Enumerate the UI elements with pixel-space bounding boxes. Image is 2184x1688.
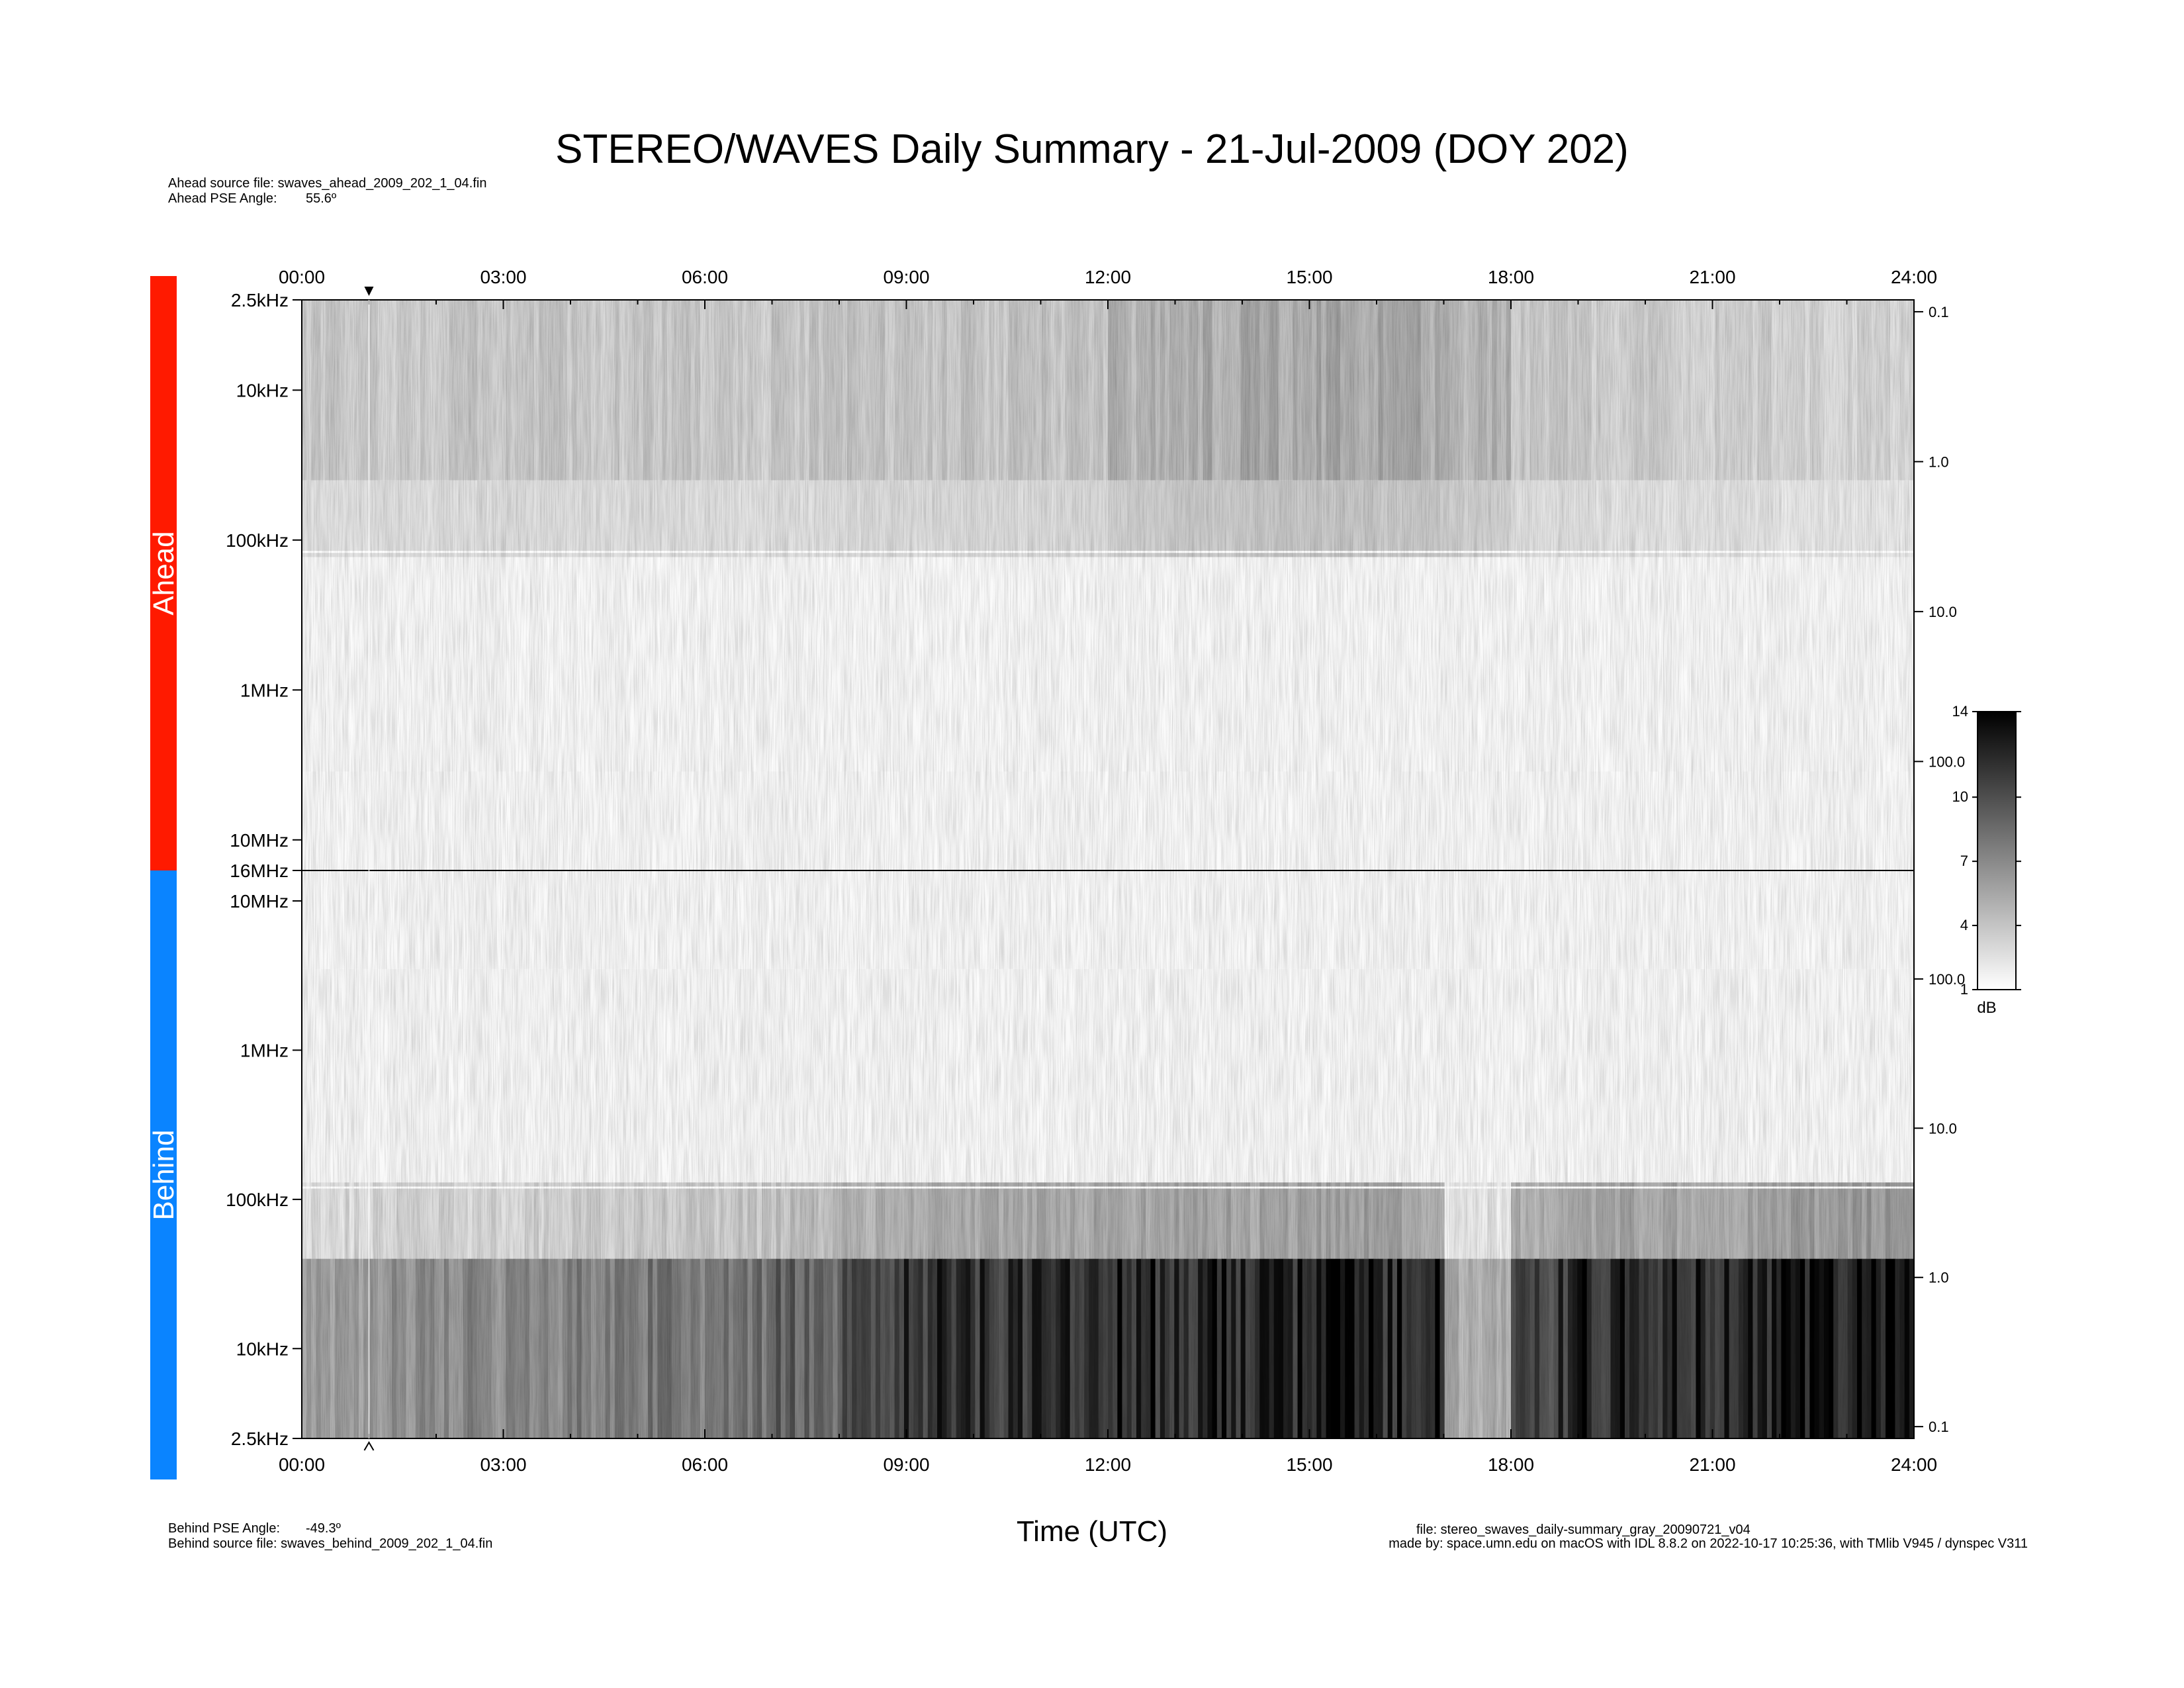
x-tick-label: 15:00 xyxy=(1286,1454,1332,1475)
y-axis-ahead: 2.5kHz 10kHz 100kHz 1MHz 10MHz 16MHz xyxy=(226,290,302,881)
chart-title: STEREO/WAVES Daily Summary - 21-Jul-2009… xyxy=(555,126,1629,172)
behind-pse-value: -49.3º xyxy=(306,1521,341,1536)
x-tick-label: 24:00 xyxy=(1891,1454,1937,1475)
y-tick-label: 100kHz xyxy=(226,1190,289,1210)
spectrogram-texture xyxy=(302,300,1914,1438)
right-tick-label: 0.1 xyxy=(1929,304,1949,320)
x-tick-label: 24:00 xyxy=(1891,267,1937,287)
x-tick-label: 21:00 xyxy=(1689,1454,1735,1475)
marker-top xyxy=(364,287,374,296)
colorbar-tick-label: 10 xyxy=(1952,788,1968,805)
colorbar-tick-label: 14 xyxy=(1952,703,1968,720)
behind-band-label: Behind xyxy=(148,1129,180,1220)
y-tick-label: 100kHz xyxy=(226,530,289,551)
x-tick-label: 09:00 xyxy=(883,267,929,287)
x-tick-label: 03:00 xyxy=(480,267,526,287)
made-by-credit: made by: space.umn.edu on macOS with IDL… xyxy=(1388,1536,2028,1551)
x-tick-label: 00:00 xyxy=(279,267,325,287)
colorbar-tick-label: 1 xyxy=(1960,981,1968,998)
right-tick-label: 0.1 xyxy=(1929,1419,1949,1435)
x-tick-label: 15:00 xyxy=(1286,267,1332,287)
y-tick-label: 10kHz xyxy=(236,1338,289,1359)
right-tick-label: 10.0 xyxy=(1929,1120,1957,1137)
y-tick-label: 10kHz xyxy=(236,380,289,400)
x-axis-top: 00:00 03:00 06:00 09:00 12:00 15:00 18:00 21:00… xyxy=(279,267,1937,309)
behind-source-file: Behind source file: swaves_behind_2009_2… xyxy=(168,1536,492,1551)
colorbar xyxy=(1977,711,2017,990)
right-tick-label: 10.0 xyxy=(1929,604,1957,620)
x-tick-label: 00:00 xyxy=(279,1454,325,1475)
y-right-ahead: 0.1 1.0 10.0 100.0 xyxy=(1914,304,1965,770)
colorbar-label: dB xyxy=(1977,999,1996,1017)
x-tick-label: 03:00 xyxy=(480,1454,526,1475)
x-tick-label: 21:00 xyxy=(1689,267,1735,287)
ahead-band-label: Ahead xyxy=(148,531,180,615)
ahead-source-file: Ahead source file: swaves_ahead_2009_202… xyxy=(168,176,486,191)
y-tick-label: 10MHz xyxy=(230,891,289,912)
time-markers xyxy=(363,287,375,1451)
y-tick-label: 1MHz xyxy=(240,680,289,700)
ahead-pse-label: Ahead PSE Angle: xyxy=(168,191,277,206)
x-axis-label: Time (UTC) xyxy=(1017,1515,1167,1548)
y-tick-label: 2.5kHz xyxy=(231,290,289,310)
colorbar-tick-label: 7 xyxy=(1960,853,1968,869)
right-tick-label: 100.0 xyxy=(1929,753,1965,770)
output-file-name: file: stereo_swaves_daily-summary_gray_2… xyxy=(1416,1523,1751,1537)
x-tick-label: 12:00 xyxy=(1085,267,1131,287)
y-tick-label: 1MHz xyxy=(240,1040,289,1060)
y-tick-label: 2.5kHz xyxy=(231,1429,289,1449)
x-tick-label: 06:00 xyxy=(682,267,728,287)
marker-bottom xyxy=(363,1441,375,1451)
x-axis-bottom: 00:00 03:00 06:00 09:00 12:00 15:00 18:00 21:00… xyxy=(279,1429,1937,1475)
y-axis-behind: 10MHz 1MHz 100kHz 10kHz 2.5kHz xyxy=(226,891,302,1449)
colorbar-tick-label: 4 xyxy=(1960,917,1968,933)
x-tick-label: 09:00 xyxy=(883,1454,929,1475)
right-tick-label: 1.0 xyxy=(1929,453,1949,470)
behind-pse-label: Behind PSE Angle: xyxy=(168,1521,280,1536)
y-right-behind: 100.0 10.0 1.0 0.1 xyxy=(1914,971,1965,1435)
x-tick-label: 18:00 xyxy=(1488,267,1534,287)
ahead-band xyxy=(150,276,177,870)
right-tick-label: 100.0 xyxy=(1929,971,1965,988)
x-tick-label: 06:00 xyxy=(682,1454,728,1475)
x-tick-label: 12:00 xyxy=(1085,1454,1131,1475)
y-tick-label: 10MHz xyxy=(230,830,289,851)
y-tick-label: 16MHz xyxy=(230,861,289,881)
right-tick-label: 1.0 xyxy=(1929,1270,1949,1286)
x-tick-label: 18:00 xyxy=(1488,1454,1534,1475)
behind-band xyxy=(150,870,177,1479)
ahead-pse-value: 55.6º xyxy=(306,191,337,206)
